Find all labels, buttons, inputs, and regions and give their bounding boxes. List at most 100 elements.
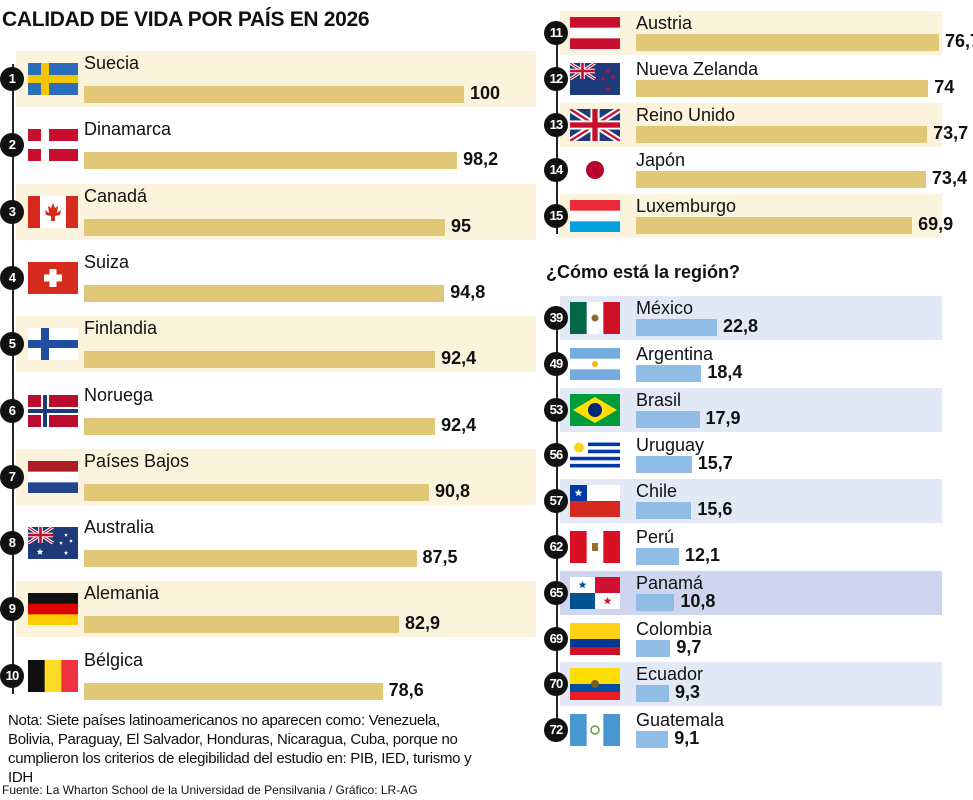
country-label: Alemania <box>84 583 160 604</box>
bar-chile <box>636 502 692 520</box>
bar-colombia <box>636 639 671 657</box>
value-label: 9,3 <box>675 682 701 703</box>
bar-nueva-zelanda <box>636 79 929 97</box>
bar-finlandia <box>84 351 436 369</box>
netherlands-flag <box>28 460 78 493</box>
rank-badge: 4 <box>0 265 24 290</box>
bar-japon <box>636 171 926 189</box>
bar-canada <box>84 218 445 236</box>
brazil-flag <box>570 393 620 426</box>
uruguay-flag <box>570 439 620 472</box>
value-label: 92,4 <box>441 348 477 369</box>
rank-badge: 8 <box>0 531 24 556</box>
bar-alemania <box>84 616 400 634</box>
country-label: Noruega <box>84 384 154 405</box>
rank-badge: 62 <box>544 535 568 559</box>
bar-reino-unido <box>636 125 928 143</box>
bar-noruega <box>84 417 436 435</box>
argentina-flag <box>570 347 620 380</box>
switzerland-flag <box>28 261 78 294</box>
country-label: Suiza <box>84 251 130 272</box>
country-label: Dinamarca <box>84 119 172 140</box>
rank-badge: 53 <box>544 397 568 422</box>
value-label: 98,2 <box>463 149 499 170</box>
value-label: 92,4 <box>441 414 477 435</box>
country-label: Panamá <box>636 572 704 593</box>
value-label: 15,7 <box>697 453 733 474</box>
rank-badge: 7 <box>0 464 24 489</box>
bar-peru <box>636 548 679 565</box>
country-label: Finlandia <box>84 318 158 339</box>
country-label: Guatemala <box>636 710 725 731</box>
austria-flag <box>570 17 620 49</box>
value-label: 18,4 <box>707 361 743 382</box>
canada-flag <box>28 195 78 228</box>
rank-badge: 39 <box>544 306 568 330</box>
rank-badge: 9 <box>0 597 24 622</box>
bar-austria <box>636 34 939 51</box>
country-label: Reino Unido <box>636 104 736 125</box>
guatemala-flag <box>570 714 620 747</box>
rank-badge: 11 <box>544 21 568 45</box>
value-label: 22,8 <box>722 316 758 336</box>
value-label: 73,4 <box>931 168 967 189</box>
value-label: 73,7 <box>933 122 969 143</box>
denmark-flag <box>28 129 78 162</box>
value-label: 10,8 <box>680 590 716 611</box>
bar-mexico <box>636 319 717 336</box>
value-label: 74 <box>934 76 955 97</box>
country-label: Nueva Zelanda <box>636 58 759 79</box>
country-label: Austria <box>636 13 693 33</box>
country-label: Colombia <box>636 618 713 639</box>
value-label: 12,1 <box>684 545 720 565</box>
value-label: 94,8 <box>450 281 486 302</box>
timeline-line-left <box>12 64 14 694</box>
country-label: Brasil <box>636 389 682 410</box>
panama-flag <box>570 576 620 609</box>
rank-badge: 2 <box>0 133 24 158</box>
bar-guatemala <box>636 731 669 749</box>
bar-australia <box>84 550 417 568</box>
country-label: Luxemburgo <box>636 196 737 217</box>
bar-panama <box>636 593 675 611</box>
value-label: 69,9 <box>918 214 954 235</box>
value-label: 82,9 <box>405 613 441 634</box>
uk-flag <box>570 108 620 141</box>
rank-badge: 65 <box>544 580 568 605</box>
country-label: Australia <box>84 517 155 538</box>
rank-badge: 14 <box>544 158 568 183</box>
chart-title: CALIDAD DE VIDA POR PAÍS EN 2026 <box>2 8 370 31</box>
value-label: 15,6 <box>697 499 733 520</box>
bar-uruguay <box>636 456 692 474</box>
rank-badge: 49 <box>544 351 568 376</box>
rank-badge: 69 <box>544 626 568 651</box>
row-background <box>560 387 942 432</box>
country-label: Japón <box>636 150 686 171</box>
bar-suecia <box>84 86 464 103</box>
rank-badge: 10 <box>0 663 24 688</box>
rank-badge: 72 <box>544 718 568 743</box>
belgium-flag <box>28 659 78 692</box>
new-zealand-flag <box>570 62 620 95</box>
row-background <box>560 296 942 340</box>
source-line: Fuente: La Wharton School de la Universi… <box>2 783 418 797</box>
country-label: Suecia <box>84 53 140 73</box>
country-label: Bélgica <box>84 649 144 670</box>
rank-badge: 1 <box>0 67 24 91</box>
country-label: México <box>636 298 694 318</box>
bar-brasil <box>636 410 700 428</box>
australia-flag <box>28 527 78 560</box>
country-label: Perú <box>636 527 675 547</box>
bar-argentina <box>636 364 702 382</box>
country-label: Ecuador <box>636 664 704 685</box>
finland-flag <box>28 328 78 361</box>
norway-flag <box>28 394 78 427</box>
rank-badge: 56 <box>544 443 568 468</box>
country-label: Canadá <box>84 185 148 206</box>
value-label: 78,6 <box>388 679 424 700</box>
rank-badge: 5 <box>0 332 24 357</box>
bar-luxemburgo <box>636 217 913 235</box>
bar-suiza <box>84 284 445 302</box>
rank-badge: 57 <box>544 489 568 514</box>
value-label: 90,8 <box>435 480 471 501</box>
